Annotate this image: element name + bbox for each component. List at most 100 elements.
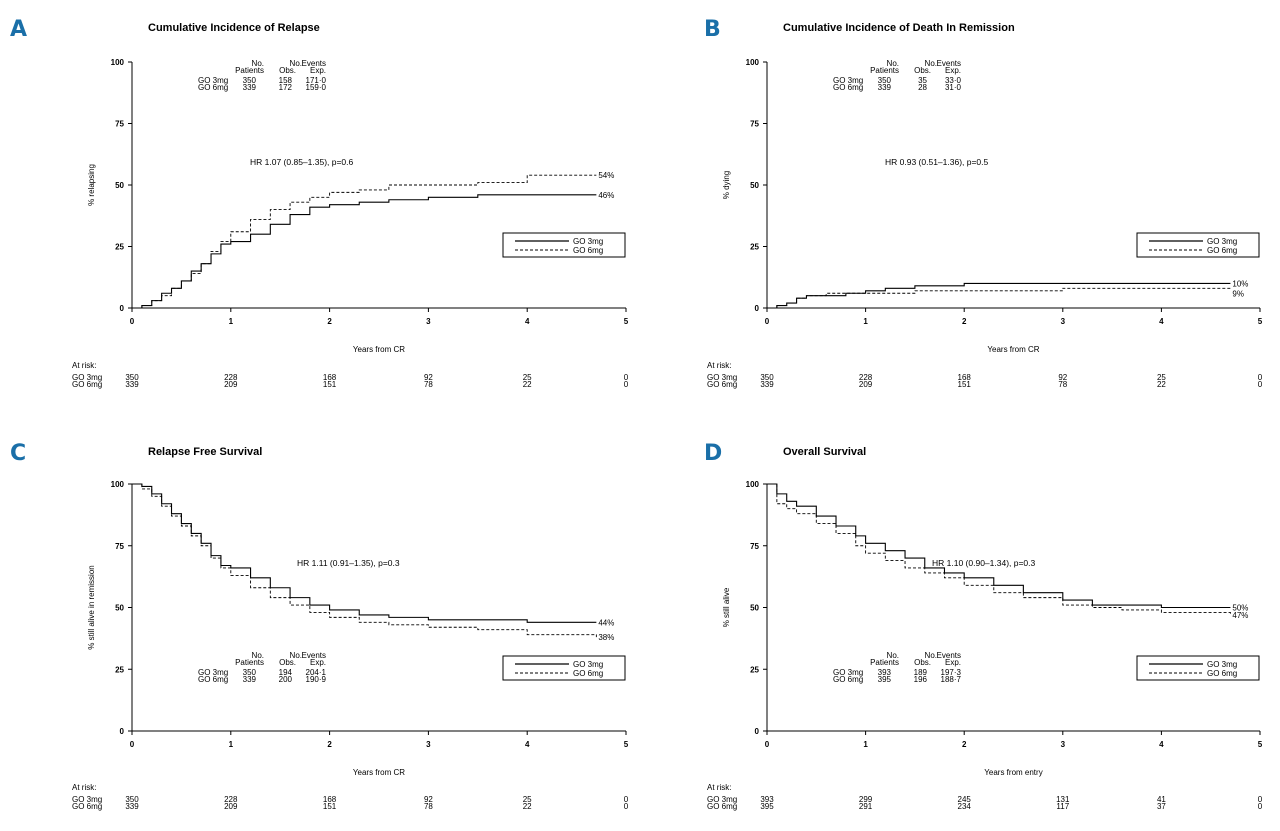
at-risk-title: At risk:: [707, 361, 731, 370]
at-risk-value: 92: [1058, 373, 1067, 382]
x-tick-label: 1: [863, 740, 868, 749]
chart-panel-b: B Cumulative Incidence of Death In Remiss…: [704, 17, 1263, 389]
stats-patients: 350: [243, 668, 257, 677]
stats-patients: 350: [243, 76, 257, 85]
stats-observed: 200: [279, 675, 293, 684]
at-risk-row-label: GO 6mg: [707, 380, 737, 389]
at-risk-row-label: GO 3mg: [707, 373, 737, 382]
at-risk-title: At risk:: [72, 361, 96, 370]
at-risk-title: At risk:: [707, 783, 731, 792]
at-risk-value: 350: [125, 795, 139, 804]
at-risk-value: 339: [125, 380, 139, 389]
y-tick-label: 25: [115, 243, 124, 252]
at-risk-value: 0: [1258, 795, 1263, 804]
x-tick-label: 5: [1258, 740, 1263, 749]
stats-header: Exp.: [310, 66, 326, 75]
chart-title: Relapse Free Survival: [148, 446, 262, 458]
series-line-go-3mg: [767, 483, 1231, 609]
y-tick-label: 100: [111, 480, 125, 489]
at-risk-value: 151: [323, 380, 337, 389]
at-risk-value: 37: [1157, 802, 1166, 811]
stats-observed: 35: [918, 76, 927, 85]
legend-label: GO 6mg: [1207, 246, 1237, 255]
y-tick-label: 75: [750, 120, 759, 129]
at-risk-value: 209: [224, 802, 238, 811]
stats-header: Events: [302, 59, 326, 68]
x-tick-label: 4: [525, 317, 530, 326]
chart-title: Cumulative Incidence of Relapse: [148, 22, 320, 34]
stats-row-label: GO 3mg: [198, 76, 228, 85]
stats-expected: 188·7: [941, 675, 962, 684]
stats-header: No.: [887, 59, 899, 68]
stats-header: Exp.: [310, 658, 326, 667]
series-line-go-6mg: [767, 483, 1231, 615]
stats-expected: 33·0: [945, 76, 962, 85]
series-line-go-6mg: [132, 174, 597, 309]
stats-header: No.: [925, 651, 937, 660]
stats-observed: 158: [279, 76, 293, 85]
x-tick-label: 4: [525, 740, 530, 749]
legend-box: [1136, 655, 1260, 681]
legend-label: GO 6mg: [573, 246, 603, 255]
at-risk-value: 151: [323, 802, 337, 811]
stats-observed: 194: [279, 668, 293, 677]
end-value-label: 46%: [598, 191, 614, 200]
at-risk-row-label: GO 3mg: [72, 373, 102, 382]
y-tick-label: 0: [755, 304, 760, 313]
at-risk-value: 228: [224, 373, 238, 382]
legend-label: GO 3mg: [1207, 660, 1237, 669]
at-risk-value: 209: [224, 380, 238, 389]
stats-header: No.: [925, 59, 937, 68]
legend-box: [1136, 232, 1260, 258]
panel-letter: A: [10, 17, 27, 42]
y-axis-label: % still alive in remission: [87, 565, 96, 649]
end-value-label: 44%: [598, 618, 614, 627]
stats-header: Obs.: [914, 658, 931, 667]
x-tick-label: 1: [863, 317, 868, 326]
at-risk-value: 168: [958, 373, 972, 382]
stats-header: Events: [937, 59, 961, 68]
at-risk-row-label: GO 6mg: [72, 380, 102, 389]
stats-observed: 196: [914, 675, 928, 684]
chart-title: Overall Survival: [783, 446, 866, 458]
stats-patients: 339: [878, 83, 892, 92]
at-risk-value: 0: [624, 802, 629, 811]
stats-header: Exp.: [945, 658, 961, 667]
x-tick-label: 0: [130, 740, 135, 749]
y-tick-label: 75: [115, 542, 124, 551]
stats-header: Patients: [235, 66, 264, 75]
chart-panel-a: A Cumulative Incidence of Relapse02550751…: [10, 17, 629, 389]
at-risk-row-label: GO 6mg: [707, 802, 737, 811]
stats-expected: 31·0: [945, 83, 962, 92]
x-tick-label: 0: [130, 317, 135, 326]
series-line-go-6mg: [132, 483, 597, 638]
x-tick-label: 1: [229, 317, 234, 326]
x-tick-label: 3: [426, 317, 431, 326]
end-value-label: 50%: [1232, 604, 1248, 613]
stats-patients: 339: [243, 675, 257, 684]
stats-header: No.: [252, 651, 264, 660]
y-tick-label: 50: [115, 181, 124, 190]
stats-header: No.: [290, 651, 302, 660]
hazard-ratio-text: HR 1.11 (0.91–1.35), p=0.3: [297, 558, 400, 568]
end-value-label: 10%: [1232, 279, 1248, 288]
stats-patients: 395: [878, 675, 892, 684]
stats-expected: 171·0: [306, 76, 327, 85]
x-tick-label: 0: [765, 317, 770, 326]
x-tick-label: 5: [624, 740, 629, 749]
stats-row-label: GO 3mg: [833, 76, 863, 85]
end-value-label: 47%: [1232, 611, 1248, 620]
y-tick-label: 100: [111, 58, 125, 67]
at-risk-value: 168: [323, 795, 337, 804]
x-tick-label: 3: [426, 740, 431, 749]
y-tick-label: 100: [746, 58, 760, 67]
at-risk-value: 0: [624, 380, 629, 389]
at-risk-value: 22: [523, 802, 532, 811]
at-risk-row-label: GO 6mg: [72, 802, 102, 811]
at-risk-value: 78: [424, 802, 433, 811]
x-tick-label: 3: [1061, 317, 1066, 326]
panel-letter: D: [704, 441, 722, 466]
y-axis-label: % relapsing: [87, 164, 96, 206]
stats-observed: 189: [914, 668, 928, 677]
